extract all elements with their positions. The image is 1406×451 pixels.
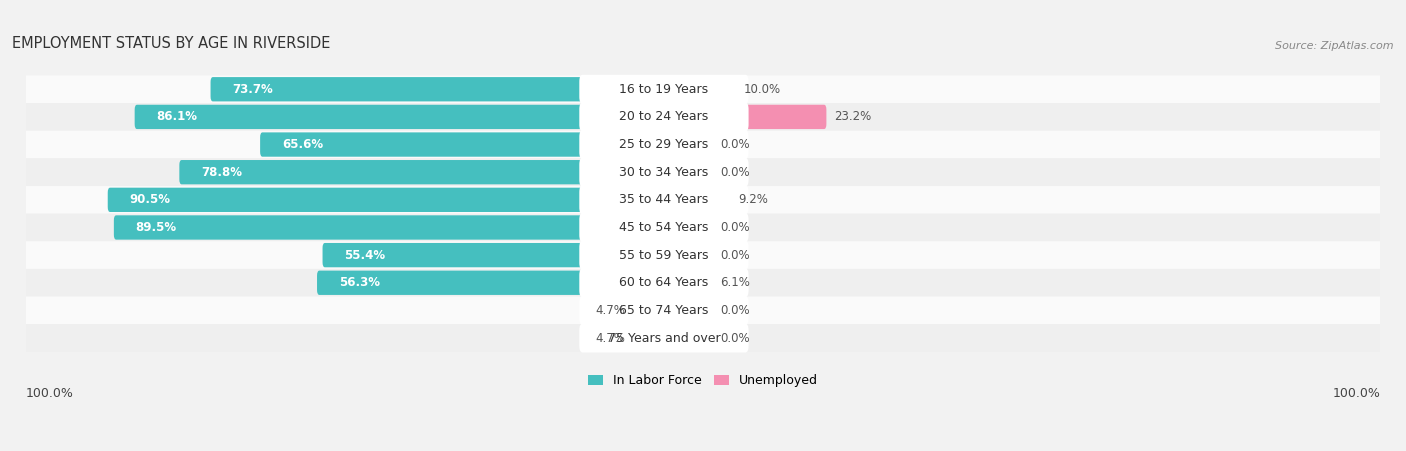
FancyBboxPatch shape: [114, 215, 666, 239]
FancyBboxPatch shape: [579, 130, 748, 159]
Text: 16 to 19 Years: 16 to 19 Years: [620, 83, 709, 96]
FancyBboxPatch shape: [579, 296, 748, 325]
FancyBboxPatch shape: [322, 243, 666, 267]
FancyBboxPatch shape: [25, 103, 1381, 131]
Text: 0.0%: 0.0%: [720, 166, 749, 179]
Text: 56.3%: 56.3%: [339, 276, 380, 289]
FancyBboxPatch shape: [662, 215, 711, 239]
FancyBboxPatch shape: [25, 186, 1381, 214]
Text: 73.7%: 73.7%: [232, 83, 273, 96]
FancyBboxPatch shape: [25, 324, 1381, 352]
Text: 0.0%: 0.0%: [720, 221, 749, 234]
Text: 20 to 24 Years: 20 to 24 Years: [619, 110, 709, 124]
FancyBboxPatch shape: [662, 133, 711, 156]
Text: 23.2%: 23.2%: [835, 110, 872, 124]
Text: 35 to 44 Years: 35 to 44 Years: [619, 193, 709, 207]
FancyBboxPatch shape: [579, 213, 748, 242]
FancyBboxPatch shape: [108, 188, 666, 212]
FancyBboxPatch shape: [316, 271, 666, 295]
Text: 10.0%: 10.0%: [744, 83, 780, 96]
Text: 9.2%: 9.2%: [738, 193, 768, 207]
Text: 55.4%: 55.4%: [344, 249, 385, 262]
FancyBboxPatch shape: [25, 214, 1381, 241]
FancyBboxPatch shape: [25, 131, 1381, 158]
Text: 30 to 34 Years: 30 to 34 Years: [619, 166, 709, 179]
Text: 86.1%: 86.1%: [156, 110, 197, 124]
Text: 0.0%: 0.0%: [720, 249, 749, 262]
Text: 55 to 59 Years: 55 to 59 Years: [619, 249, 709, 262]
Text: 45 to 54 Years: 45 to 54 Years: [619, 221, 709, 234]
Text: 0.0%: 0.0%: [720, 304, 749, 317]
FancyBboxPatch shape: [579, 185, 748, 214]
FancyBboxPatch shape: [662, 326, 711, 350]
FancyBboxPatch shape: [25, 269, 1381, 297]
Text: 60 to 64 Years: 60 to 64 Years: [619, 276, 709, 289]
Text: 65.6%: 65.6%: [283, 138, 323, 151]
FancyBboxPatch shape: [662, 188, 730, 212]
Text: 100.0%: 100.0%: [25, 387, 73, 400]
FancyBboxPatch shape: [662, 77, 735, 101]
Text: 90.5%: 90.5%: [129, 193, 170, 207]
FancyBboxPatch shape: [25, 297, 1381, 324]
Text: 0.0%: 0.0%: [720, 138, 749, 151]
FancyBboxPatch shape: [662, 160, 711, 184]
FancyBboxPatch shape: [135, 105, 666, 129]
Text: 0.0%: 0.0%: [720, 331, 749, 345]
Text: EMPLOYMENT STATUS BY AGE IN RIVERSIDE: EMPLOYMENT STATUS BY AGE IN RIVERSIDE: [13, 36, 330, 51]
FancyBboxPatch shape: [25, 75, 1381, 103]
FancyBboxPatch shape: [579, 324, 748, 353]
Text: 100.0%: 100.0%: [1333, 387, 1381, 400]
Text: 4.7%: 4.7%: [595, 304, 624, 317]
FancyBboxPatch shape: [662, 243, 711, 267]
FancyBboxPatch shape: [579, 268, 748, 297]
Text: 4.7%: 4.7%: [595, 331, 624, 345]
Text: 89.5%: 89.5%: [136, 221, 177, 234]
FancyBboxPatch shape: [662, 298, 711, 322]
Text: 78.8%: 78.8%: [201, 166, 242, 179]
Text: 6.1%: 6.1%: [720, 276, 749, 289]
Legend: In Labor Force, Unemployed: In Labor Force, Unemployed: [583, 369, 823, 392]
FancyBboxPatch shape: [662, 105, 827, 129]
FancyBboxPatch shape: [579, 75, 748, 104]
Text: 75 Years and over: 75 Years and over: [607, 331, 720, 345]
FancyBboxPatch shape: [25, 241, 1381, 269]
FancyBboxPatch shape: [662, 271, 711, 295]
Text: Source: ZipAtlas.com: Source: ZipAtlas.com: [1275, 41, 1393, 51]
FancyBboxPatch shape: [579, 102, 748, 131]
FancyBboxPatch shape: [25, 158, 1381, 186]
FancyBboxPatch shape: [260, 133, 666, 156]
FancyBboxPatch shape: [633, 298, 666, 322]
Text: 25 to 29 Years: 25 to 29 Years: [619, 138, 709, 151]
FancyBboxPatch shape: [633, 326, 666, 350]
FancyBboxPatch shape: [211, 77, 666, 101]
FancyBboxPatch shape: [180, 160, 666, 184]
FancyBboxPatch shape: [579, 241, 748, 270]
FancyBboxPatch shape: [579, 158, 748, 187]
Text: 65 to 74 Years: 65 to 74 Years: [619, 304, 709, 317]
